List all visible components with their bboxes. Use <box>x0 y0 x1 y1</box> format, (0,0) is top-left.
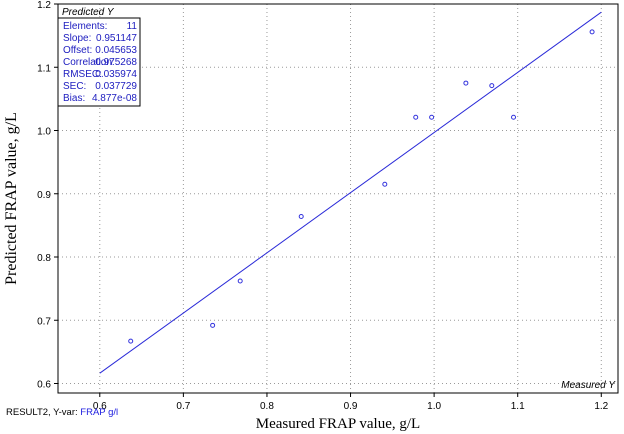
plot-frame <box>57 3 619 394</box>
points-layer <box>128 29 595 344</box>
y-tick-label: 0.8 <box>37 253 51 264</box>
fit-line-layer <box>99 11 602 374</box>
footer-variable: FRAP g/l <box>80 407 118 418</box>
x-tick-label: 0.7 <box>176 401 190 412</box>
stat-label: Bias: <box>63 93 85 104</box>
data-point <box>429 114 435 120</box>
data-point <box>237 278 243 284</box>
x-tick-label: 0.9 <box>344 401 358 412</box>
y-tick-label: 0.9 <box>37 190 51 201</box>
result-footer: RESULT2, Y-var: FRAP g/l <box>6 407 118 418</box>
data-point <box>511 114 517 120</box>
y-tick-label: 0.7 <box>37 316 51 327</box>
stat-value: 0.045653 <box>95 45 137 56</box>
stat-label: RMSEC: <box>63 69 102 80</box>
data-point <box>489 83 495 89</box>
y-tick-label: 0.6 <box>37 380 51 391</box>
y-tick-label: 1.0 <box>37 127 51 138</box>
corner-label-y: Predicted Y <box>62 7 115 18</box>
y-tick-label: 1.2 <box>37 0 51 11</box>
x-tick-label: 1.1 <box>511 401 525 412</box>
data-point <box>382 181 388 187</box>
x-tick-label: 1.2 <box>594 401 608 412</box>
data-point <box>589 29 595 35</box>
x-tick-label: 0.6 <box>93 401 107 412</box>
data-point <box>413 114 419 120</box>
y-tick-label: 1.1 <box>37 63 51 74</box>
stat-label: SEC: <box>63 81 86 92</box>
x-tick-label: 0.8 <box>260 401 274 412</box>
stats-box: Elements: 11 Slope: 0.951147 Offset: 0.045653… <box>57 17 141 107</box>
x-axis-label: Measured FRAP value, g/L <box>256 416 420 432</box>
stats-box-frame <box>57 17 141 107</box>
stat-label: Slope: <box>63 33 91 44</box>
stat-label: Elements: <box>63 21 107 32</box>
axis-ticks: 0.6 0.7 0.8 0.9 1.0 1.1 1.2 0.6 0.7 0.8 0.9 1.0 1.1 1… <box>37 0 609 412</box>
stat-value: 0.037729 <box>95 81 137 92</box>
data-point <box>463 80 469 86</box>
stat-value: 0.035974 <box>95 69 137 80</box>
stat-value: 4.877e-08 <box>92 93 137 104</box>
stat-label: Correlation: <box>63 57 115 68</box>
data-point <box>128 338 134 344</box>
x-tick-label: 1.0 <box>427 401 441 412</box>
footer-prefix: RESULT2, Y-var: <box>6 407 80 418</box>
stat-value: 0.951147 <box>96 33 137 44</box>
stat-value: 0.975268 <box>95 57 137 68</box>
stat-value: 11 <box>127 21 138 32</box>
data-point <box>298 214 304 220</box>
fit-line <box>99 11 602 374</box>
corner-label-x: Measured Y <box>561 380 616 391</box>
data-point <box>210 322 216 328</box>
stat-label: Offset: <box>63 45 92 56</box>
y-axis-label: Predicted FRAP value, g/L <box>3 112 20 285</box>
